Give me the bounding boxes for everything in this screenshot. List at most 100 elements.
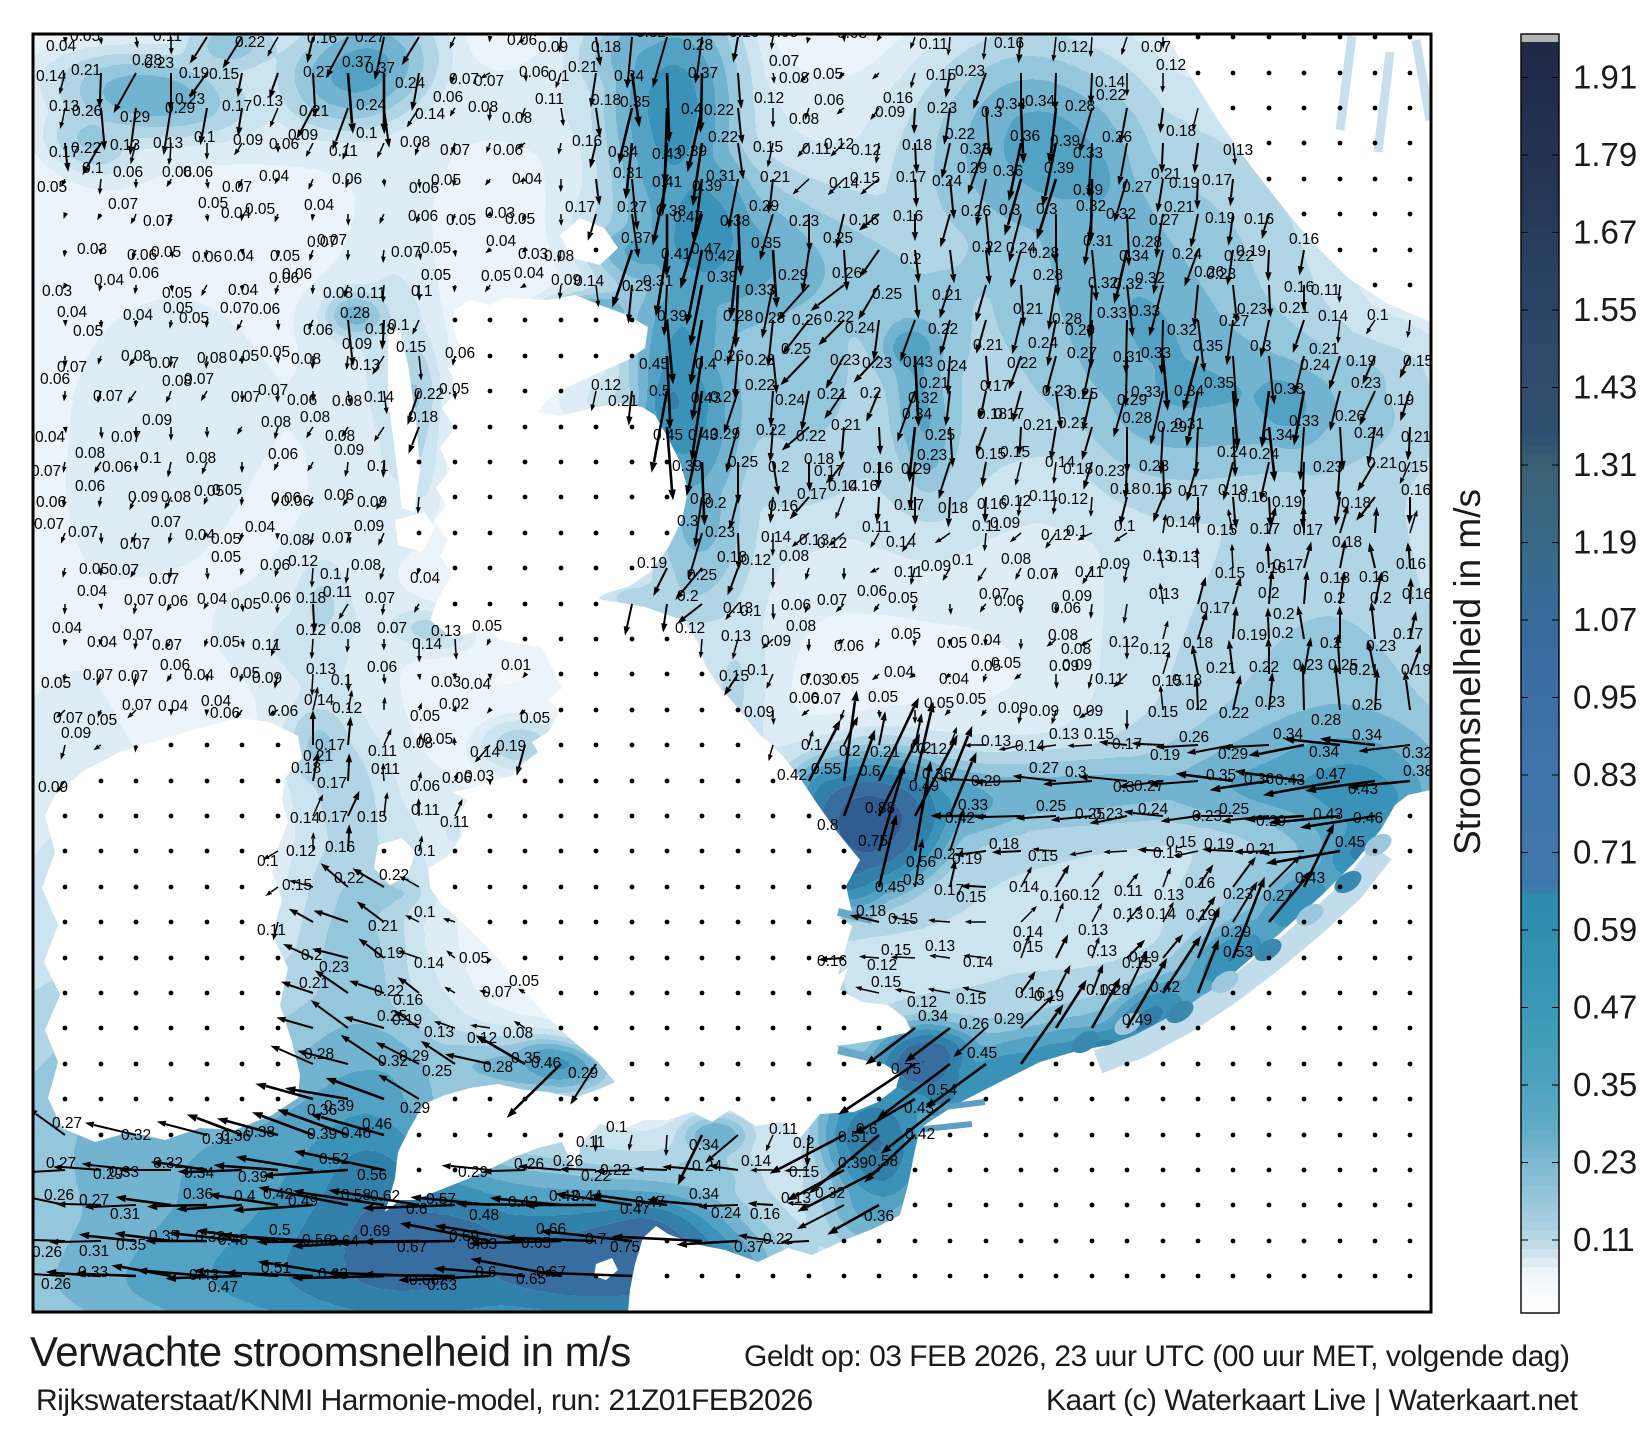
svg-text:0.67: 0.67 (536, 1264, 566, 1281)
svg-text:0.1: 0.1 (747, 662, 769, 679)
svg-text:0.08: 0.08 (162, 373, 192, 390)
svg-text:0.21: 0.21 (831, 417, 861, 434)
svg-text:0.14: 0.14 (829, 175, 860, 192)
svg-text:0.45: 0.45 (1335, 834, 1365, 851)
svg-text:0.67: 0.67 (397, 1239, 427, 1256)
svg-text:0.11: 0.11 (329, 143, 358, 160)
svg-text:0.28: 0.28 (683, 37, 713, 54)
svg-text:0.05: 0.05 (194, 483, 224, 500)
svg-text:0.05: 0.05 (868, 689, 898, 706)
svg-text:0.17: 0.17 (318, 809, 348, 826)
svg-text:0.1: 0.1 (606, 1119, 628, 1136)
svg-text:0.15: 0.15 (926, 67, 956, 84)
svg-text:0.06: 0.06 (789, 690, 819, 707)
svg-text:0.15: 0.15 (888, 911, 918, 928)
svg-text:0.15: 0.15 (1028, 848, 1058, 865)
svg-text:0.09: 0.09 (1062, 657, 1092, 674)
svg-text:0.12: 0.12 (288, 553, 318, 570)
svg-text:0.17: 0.17 (317, 775, 347, 792)
svg-text:0.25: 0.25 (1328, 657, 1358, 674)
svg-text:0.15: 0.15 (282, 877, 312, 894)
svg-text:0.6: 0.6 (856, 1121, 878, 1138)
svg-text:0.21: 0.21 (870, 744, 900, 761)
svg-text:0.55: 0.55 (811, 761, 841, 778)
svg-text:0.36: 0.36 (183, 1186, 213, 1203)
svg-text:0.06: 0.06 (409, 180, 439, 197)
svg-text:0.04: 0.04 (201, 693, 232, 710)
svg-text:0.26: 0.26 (1194, 264, 1224, 281)
svg-text:0.12: 0.12 (1058, 39, 1088, 56)
svg-text:0.1: 0.1 (140, 450, 162, 467)
svg-text:0.18: 0.18 (1238, 489, 1268, 506)
svg-text:0.2: 0.2 (1324, 590, 1346, 607)
svg-text:0.08: 0.08 (261, 414, 291, 431)
svg-text:0.29: 0.29 (399, 1048, 429, 1065)
svg-text:0.23: 0.23 (830, 352, 860, 369)
svg-text:0.28: 0.28 (340, 305, 370, 322)
svg-text:0.26: 0.26 (1335, 408, 1365, 425)
svg-text:0.42: 0.42 (263, 1186, 293, 1203)
svg-text:0.5: 0.5 (649, 383, 671, 400)
svg-text:0.05: 0.05 (230, 665, 260, 682)
svg-text:0.07: 0.07 (482, 984, 512, 1001)
svg-text:0.23: 0.23 (1313, 459, 1343, 476)
svg-text:0.06: 0.06 (281, 493, 311, 510)
svg-text:0.15: 0.15 (881, 942, 911, 959)
svg-text:0.33: 0.33 (1097, 305, 1127, 322)
svg-text:0.1: 0.1 (388, 317, 410, 334)
svg-text:0.06: 0.06 (410, 778, 440, 795)
svg-text:0.11: 0.11 (153, 28, 182, 45)
svg-text:0.22: 0.22 (235, 34, 265, 51)
svg-text:0.36: 0.36 (1244, 771, 1274, 788)
svg-text:0.18: 0.18 (989, 836, 1019, 853)
svg-text:0.43: 0.43 (1295, 870, 1325, 887)
svg-text:0.19: 0.19 (1401, 662, 1431, 679)
svg-text:0.22: 0.22 (704, 102, 734, 119)
svg-text:0.41: 0.41 (661, 246, 691, 263)
svg-text:0.16: 0.16 (768, 498, 798, 515)
svg-text:0.16: 0.16 (1396, 556, 1426, 573)
svg-text:0.07: 0.07 (1141, 39, 1171, 56)
svg-text:0.39: 0.39 (1050, 133, 1080, 150)
svg-text:0.16: 0.16 (1142, 481, 1172, 498)
svg-text:0.14: 0.14 (290, 810, 321, 827)
svg-text:0.07: 0.07 (152, 637, 182, 654)
svg-text:0.17: 0.17 (49, 144, 79, 161)
svg-text:0.32: 0.32 (636, 24, 666, 41)
svg-text:0.04: 0.04 (221, 205, 252, 222)
svg-text:0.19: 0.19 (392, 1012, 422, 1029)
svg-text:0.04: 0.04 (410, 570, 441, 587)
svg-text:0.07: 0.07 (391, 244, 421, 261)
svg-text:0.21: 0.21 (368, 918, 398, 935)
svg-text:0.25: 0.25 (728, 454, 758, 471)
svg-text:0.25: 0.25 (925, 427, 955, 444)
svg-text:0.08: 0.08 (468, 99, 498, 116)
svg-text:0.25: 0.25 (872, 286, 902, 303)
svg-text:0.09: 0.09 (38, 779, 68, 796)
svg-text:0.05: 0.05 (231, 596, 261, 613)
svg-text:0.1: 0.1 (414, 843, 436, 860)
svg-text:0.27: 0.27 (710, 389, 740, 406)
svg-text:0.32: 0.32 (1402, 745, 1432, 762)
svg-text:0.29: 0.29 (1218, 746, 1248, 763)
svg-text:0.22: 0.22 (824, 309, 854, 326)
svg-text:0.32: 0.32 (153, 1155, 183, 1172)
svg-text:0.19: 0.19 (1384, 392, 1414, 409)
svg-text:0.66: 0.66 (536, 1221, 566, 1238)
svg-text:0.26: 0.26 (32, 1244, 62, 1261)
svg-text:0.06: 0.06 (268, 446, 298, 463)
svg-text:0.06: 0.06 (507, 32, 537, 49)
svg-text:0.37: 0.37 (621, 230, 651, 247)
svg-text:0.63: 0.63 (467, 1236, 497, 1253)
svg-text:0.1: 0.1 (1367, 307, 1389, 324)
svg-text:0.36: 0.36 (993, 163, 1023, 180)
svg-text:0.24: 0.24 (1172, 246, 1203, 263)
svg-text:0.18: 0.18 (1320, 570, 1350, 587)
svg-text:0.06: 0.06 (493, 142, 523, 159)
svg-text:0.22: 0.22 (972, 239, 1002, 256)
svg-text:0.14: 0.14 (414, 955, 445, 972)
svg-text:0.04: 0.04 (259, 168, 290, 185)
svg-text:0.12: 0.12 (1109, 634, 1139, 651)
svg-text:0.16: 0.16 (817, 953, 847, 970)
svg-text:0.23: 0.23 (1237, 301, 1267, 318)
